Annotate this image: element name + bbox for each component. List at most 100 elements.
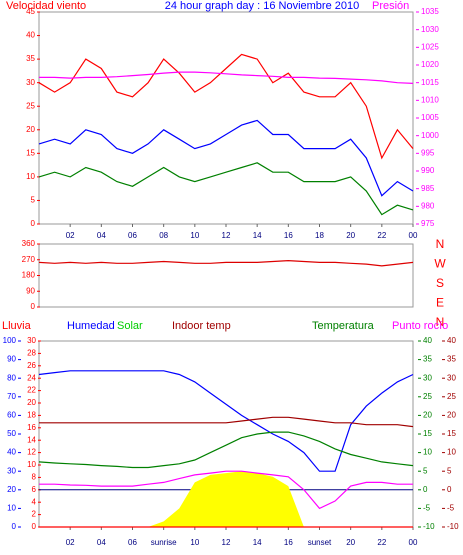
y-tick-label: 25 [423,392,432,401]
y-tick-label: 20 [423,411,432,420]
y-tick-label: 990 [421,166,435,175]
y-tick-label: 8 [32,473,37,482]
y-tick-label: 35 [423,355,432,364]
y-tick-label: 45 [26,7,35,16]
y-axis-label: Velocidad viento [6,0,86,12]
y-tick-label: 0 [423,485,428,494]
y-tick-label: 0 [31,219,36,228]
y-tick-label: -10 [423,522,435,531]
y-tick-label: 975 [421,219,435,228]
y-tick-label: 28 [27,349,36,358]
x-tick-label: 04 [97,538,106,547]
plot-frame [38,243,414,308]
legend-label: Humedad [67,320,115,332]
y-tick-label: 30 [27,336,36,345]
y-tick-label: 6 [32,485,37,494]
y-tick-label: 1005 [421,113,439,122]
y-tick-label: 20 [27,398,36,407]
x-tick-label: 02 [66,538,75,547]
series-line [38,53,414,160]
y-tick-label: 16 [27,423,36,432]
x-tick-label: 16 [284,538,293,547]
y-tick-label: 1035 [421,7,439,16]
y-tick-label: 1000 [421,131,439,140]
y-tick-label: 360 [22,239,36,248]
y-tick-label: -10 [447,522,459,531]
x-tick-label: 06 [128,538,137,547]
x-tick-label: 18 [315,231,324,240]
x-tick-label: 22 [377,538,386,547]
y-tick-label: 30 [7,466,16,475]
y-tick-label: 10 [7,504,16,513]
y-tick-label: 10 [26,172,35,181]
y-tick-label: 40 [423,336,432,345]
y-tick-label: -5 [423,504,431,513]
x-tick-label: sunrise [151,538,177,547]
compass-label: N [436,237,445,251]
series-line [39,470,413,510]
y-tick-label: 1025 [421,42,439,51]
y-tick-label: 10 [27,460,36,469]
y-tick-label: 90 [7,355,16,364]
y-tick-label: 1015 [421,78,439,87]
y-tick-label: 0 [32,522,37,531]
y-tick-label: 5 [447,466,452,475]
x-tick-label: 06 [128,231,137,240]
y-tick-label: 40 [447,336,456,345]
series-line [39,71,414,84]
y-tick-label: 50 [7,429,16,438]
y-tick-label: 80 [7,373,16,382]
y-tick-label: 0 [447,485,452,494]
x-tick-label: 00 [409,231,418,240]
series-line [39,416,414,428]
y-tick-label: 10 [447,448,456,457]
y-tick-label: 40 [7,448,16,457]
y-tick-label: 14 [27,435,36,444]
series-line [38,431,414,469]
y2-axis-label: Presión [372,0,409,12]
y-tick-label: 15 [423,429,432,438]
x-tick-label: 22 [377,231,386,240]
y-tick-label: 0 [31,302,36,311]
y-tick-label: 70 [7,392,16,401]
x-tick-label: 14 [253,538,262,547]
compass-label: E [436,296,444,310]
y-tick-label: 35 [447,355,456,364]
series-area [39,471,413,527]
x-tick-label: 10 [190,538,199,547]
y-tick-label: 24 [27,373,36,382]
compass-label: W [434,257,446,271]
x-tick-label: 14 [253,231,262,240]
y-tick-label: 15 [447,429,456,438]
x-tick-label: 00 [409,538,418,547]
x-tick-label: 12 [222,231,231,240]
y-tick-label: 90 [26,286,35,295]
y-tick-label: 12 [27,448,36,457]
x-tick-label: 12 [222,538,231,547]
y-tick-label: 40 [26,31,35,40]
y-tick-label: 180 [22,271,36,280]
y-tick-label: 60 [7,411,16,420]
y-tick-label: 985 [421,184,435,193]
x-tick-label: 10 [190,231,199,240]
y-tick-label: 22 [27,386,36,395]
y-tick-label: 15 [26,148,35,157]
y-tick-label: 35 [26,54,35,63]
compass-label: N [436,315,445,329]
y-tick-label: 2 [32,510,37,519]
y-tick-label: 1030 [421,25,439,34]
x-tick-label: 16 [284,231,293,240]
legend-label: Solar [117,320,143,332]
y-tick-label: 1020 [421,60,439,69]
x-tick-label: sunset [308,538,332,547]
legend-label: Temperatura [312,320,375,332]
x-tick-label: 08 [159,231,168,240]
y-tick-label: 20 [447,411,456,420]
x-tick-label: 20 [346,231,355,240]
compass-label: S [436,276,444,290]
y-tick-label: 30 [447,373,456,382]
legend-label: Indoor temp [172,320,231,332]
y-tick-label: 30 [423,373,432,382]
y-tick-label: 270 [22,255,36,264]
